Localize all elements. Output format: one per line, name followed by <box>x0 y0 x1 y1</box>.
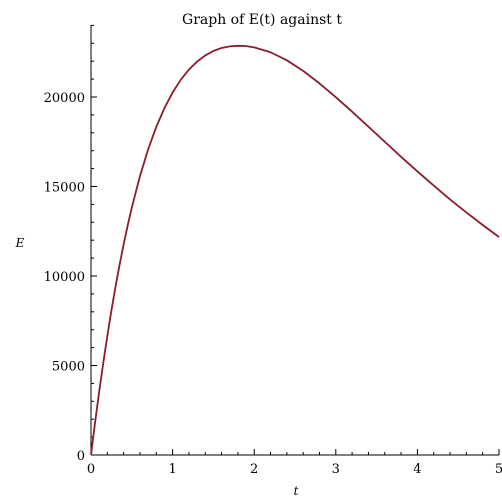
y-tick-label: 0 <box>77 449 85 464</box>
x-tick-label: 4 <box>413 462 421 477</box>
x-tick-label: 2 <box>250 462 258 477</box>
series-line <box>90 44 500 456</box>
x-tick-label: 1 <box>168 462 176 477</box>
x-ticks: 0 1 2 3 4 5 <box>87 449 502 477</box>
axes: 0 1 2 3 4 5 0 5000 10000 15000 20000 <box>44 24 502 477</box>
y-tick-label: 5000 <box>52 360 85 375</box>
x-tick-label: 3 <box>332 462 340 477</box>
y-axis-title: E <box>15 236 25 250</box>
chart-title: Graph of E(t) against t <box>182 12 342 28</box>
x-tick-label: 5 <box>495 462 502 477</box>
x-tick-label: 0 <box>87 462 95 477</box>
y-tick-label: 20000 <box>44 91 85 106</box>
y-tick-label: 10000 <box>44 270 85 285</box>
y-tick-label: 15000 <box>44 181 85 196</box>
y-ticks: 0 5000 10000 15000 20000 <box>44 24 97 464</box>
series-group <box>90 44 500 456</box>
x-axis-title: t <box>294 484 299 498</box>
